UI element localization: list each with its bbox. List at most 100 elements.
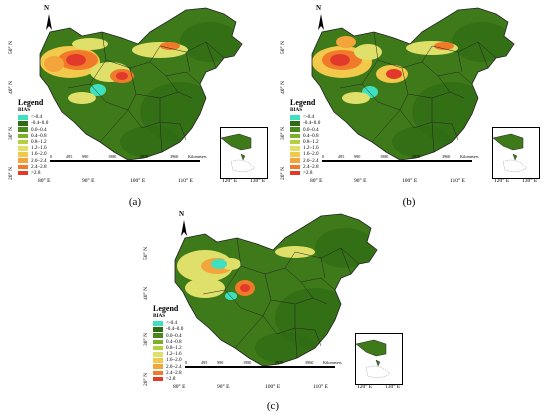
bias-hotspot bbox=[240, 284, 250, 292]
longitude-label: 90° E bbox=[354, 178, 367, 184]
scale-label: 990 bbox=[354, 154, 361, 159]
north-arrow-label: N bbox=[179, 210, 185, 218]
bias-hotspot bbox=[225, 292, 237, 300]
province-border bbox=[437, 71, 473, 85]
legend-swatch bbox=[18, 164, 28, 170]
latitude-label: 50° N bbox=[280, 40, 286, 54]
legend-swatch bbox=[153, 339, 163, 345]
legend-label: >2.8 bbox=[303, 169, 313, 176]
inset-map bbox=[355, 339, 391, 378]
province-border bbox=[320, 257, 326, 279]
scale-label: Kilometers bbox=[460, 154, 479, 159]
legend-swatch bbox=[153, 327, 163, 332]
legend-item: 0.0–0.4 bbox=[290, 127, 320, 133]
scale-bar bbox=[50, 160, 200, 162]
legend-item: -0.4–0.0 bbox=[153, 326, 183, 332]
bias-hotspot bbox=[132, 42, 188, 58]
legend-label: 0.0–0.4 bbox=[303, 126, 319, 133]
province-border bbox=[149, 61, 193, 99]
latitude-label: 20° N bbox=[143, 372, 149, 386]
province-border bbox=[339, 83, 363, 89]
longitude-label: 110° E bbox=[450, 178, 465, 184]
legend-subtitle: BIAS bbox=[18, 107, 31, 113]
latitude-label: 20° N bbox=[8, 166, 14, 180]
map-panel-c: N 50° N 40° N 30° N 20° N 80° E 90° E 10… bbox=[143, 208, 405, 398]
longitude-label: 100° E bbox=[265, 384, 281, 390]
legend-swatch bbox=[290, 115, 300, 120]
north-arrow-icon bbox=[318, 14, 324, 30]
longitude-label: 80° E bbox=[38, 178, 51, 184]
legend-label: 1.2–1.6 bbox=[166, 351, 182, 358]
province-border bbox=[294, 247, 360, 265]
caption-c: (c) bbox=[266, 400, 280, 412]
scale-label: 0 bbox=[50, 154, 53, 159]
scale-label: 0 bbox=[185, 360, 188, 365]
legend-label: 1.2–1.6 bbox=[31, 145, 47, 152]
legend-label: 2.4–2.8 bbox=[31, 163, 47, 170]
province-border bbox=[314, 329, 322, 347]
north-arrow-label: N bbox=[316, 4, 322, 12]
legend-label: 0.8–1.2 bbox=[31, 138, 47, 145]
legend-label: -0.4–0.0 bbox=[166, 326, 184, 333]
legend-label: 2.0–2.4 bbox=[303, 157, 319, 164]
legend-label: 0.0–0.4 bbox=[31, 126, 47, 133]
scale-label: Kilometers bbox=[323, 360, 342, 365]
legend-item: 2.0–2.4 bbox=[18, 158, 48, 164]
legend-label: 2.0–2.4 bbox=[166, 363, 182, 370]
scale-bar bbox=[185, 366, 335, 368]
scale-label: 0 bbox=[322, 154, 325, 159]
legend-swatch bbox=[290, 139, 300, 145]
longitude-label: 100° E bbox=[130, 178, 146, 184]
province-border bbox=[284, 267, 328, 305]
legend-swatch bbox=[290, 158, 300, 163]
province-border bbox=[431, 121, 435, 153]
legend-swatch bbox=[153, 345, 163, 351]
legend-item: 2.4–2.8 bbox=[290, 164, 320, 170]
legend-item: 2.4–2.8 bbox=[18, 164, 48, 170]
legend-label: 0.4–0.8 bbox=[303, 132, 319, 139]
legend-label: <-0.4 bbox=[166, 320, 178, 327]
legend-item: >2.8 bbox=[18, 170, 48, 176]
province-border bbox=[159, 41, 225, 59]
bias-region bbox=[452, 22, 512, 62]
legend-item: -0.4–0.0 bbox=[18, 120, 48, 126]
bias-hotspot bbox=[72, 38, 108, 50]
bias-hotspot bbox=[386, 69, 402, 79]
map-legend: Legend BIAS <-0.4 -0.4–0.0 0.0–0.4 0.4–0.8 0… bbox=[153, 304, 183, 382]
bias-hotspot bbox=[330, 54, 350, 66]
legend-item: 0.0–0.4 bbox=[153, 333, 183, 339]
longitude-label: 110° E bbox=[178, 178, 193, 184]
legend-item: 0.8–1.2 bbox=[290, 139, 320, 145]
bias-hotspot bbox=[185, 278, 225, 298]
legend-swatch bbox=[18, 145, 28, 151]
legend-label: 0.8–1.2 bbox=[166, 344, 182, 351]
legend-item: 0.4–0.8 bbox=[290, 133, 320, 139]
north-arrow-label: N bbox=[44, 4, 50, 12]
scale-bar bbox=[322, 160, 472, 162]
legend-item: >2.8 bbox=[290, 170, 320, 176]
legend-label: 2.4–2.8 bbox=[303, 163, 319, 170]
scale-label: 495 bbox=[201, 360, 208, 365]
map-panel-a: N 50° N 40° N 30° N 20° N 80° E 90° E 10… bbox=[8, 2, 270, 192]
province-border bbox=[262, 273, 278, 335]
legend-label: 1.6–2.0 bbox=[303, 151, 319, 158]
province-border bbox=[340, 247, 352, 275]
legend-swatch bbox=[18, 152, 28, 157]
legend-item: 2.0–2.4 bbox=[153, 364, 183, 370]
legend-label: 1.6–2.0 bbox=[166, 357, 182, 364]
latitude-label: 40° N bbox=[8, 80, 14, 94]
scale-label: 990 bbox=[82, 154, 89, 159]
latitude-label: 40° N bbox=[143, 286, 149, 300]
province-border bbox=[361, 59, 401, 111]
province-border bbox=[234, 315, 264, 349]
scale-label: 2970 bbox=[140, 154, 149, 159]
province-border bbox=[294, 327, 298, 359]
legend-title: Legend bbox=[153, 304, 179, 313]
legend-item: 0.0–0.4 bbox=[18, 127, 48, 133]
legend-swatch bbox=[153, 351, 163, 357]
legend-swatch bbox=[18, 170, 28, 176]
south-china-sea-inset bbox=[355, 333, 403, 385]
legend-title: Legend bbox=[18, 98, 44, 107]
province-border bbox=[431, 41, 497, 59]
legend-label: <-0.4 bbox=[31, 114, 43, 121]
